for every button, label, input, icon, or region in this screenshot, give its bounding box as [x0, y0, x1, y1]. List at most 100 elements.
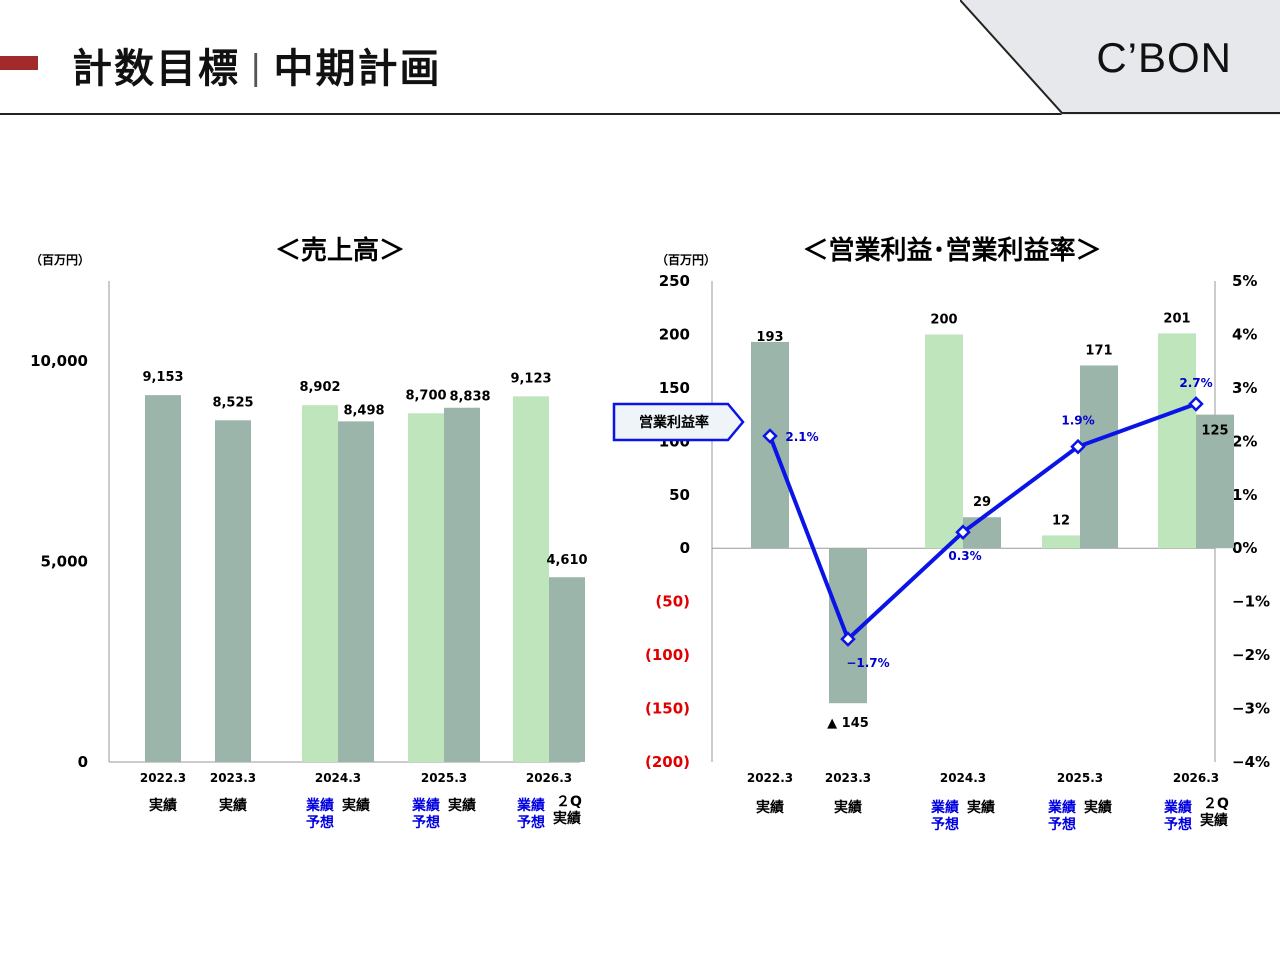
y2-tick-label: −1% — [1232, 593, 1270, 611]
y2-tick-label: 5% — [1232, 272, 1257, 290]
data-label: 8,700 — [405, 388, 446, 403]
x-category-label: 2023.3 — [825, 771, 871, 785]
x-sublabel-forecast: 予想 — [1164, 816, 1192, 833]
x-sublabel-2q: ２Q — [556, 794, 582, 810]
line-point-marker — [955, 524, 971, 540]
y2-tick-label: 2% — [1232, 432, 1257, 450]
x-category-label: 2024.3 — [315, 771, 361, 785]
x-sublabel-actual: 実績 — [834, 799, 862, 816]
x-sublabel-actual: 実績 — [219, 797, 247, 814]
data-label: 200 — [930, 312, 957, 327]
line-point-marker — [1188, 396, 1204, 412]
bar-forecast — [925, 334, 963, 549]
x-sublabel-forecast: 業績 — [411, 797, 440, 814]
bar-actual — [215, 420, 251, 762]
x-sublabel-actual: 実績 — [756, 799, 784, 816]
data-label: 201 — [1163, 311, 1190, 326]
y-tick-label: (150) — [645, 700, 690, 718]
x-sublabel-forecast: 予想 — [306, 814, 334, 831]
data-label: ▲ 145 — [827, 716, 869, 731]
chart-title: ＜売上高＞ — [275, 235, 405, 266]
y-tick-label: 150 — [659, 379, 690, 397]
y-tick-label: 250 — [659, 272, 690, 290]
bar-forecast — [408, 413, 444, 762]
logo-panel-shape — [960, 0, 1280, 115]
series-callout-box — [612, 402, 745, 442]
y2-tick-label: 4% — [1232, 325, 1257, 343]
x-sublabel-actual: 実績 — [1084, 799, 1112, 816]
x-sublabel-actual: 実績 — [342, 797, 370, 814]
data-label: 8,902 — [299, 380, 340, 395]
x-sublabel-actual: 実績 — [149, 797, 177, 814]
x-sublabel-forecast: 予想 — [931, 816, 959, 833]
unit-label: （百万円） — [656, 252, 716, 267]
x-sublabel-2q: ２Q — [1203, 796, 1229, 812]
data-label: 9,153 — [142, 370, 183, 385]
title-separator: | — [250, 48, 264, 88]
y-tick-label: 10,000 — [30, 352, 88, 370]
line-point-label: 2.1% — [785, 430, 818, 444]
data-label: 8,838 — [449, 390, 490, 405]
x-category-label: 2025.3 — [421, 771, 467, 785]
x-sublabel-forecast: 予想 — [1048, 816, 1076, 833]
bar-forecast — [513, 396, 549, 762]
x-sublabel-actual: 実績 — [448, 797, 476, 814]
y-tick-label: 0 — [680, 539, 690, 557]
chart-title: ＜営業利益･営業利益率＞ — [802, 235, 1101, 266]
bar-forecast — [1158, 333, 1196, 549]
x-category-label: 2023.3 — [210, 771, 256, 785]
x-category-label: 2024.3 — [940, 771, 986, 785]
bar-actual — [145, 395, 181, 762]
line-point-marker — [762, 428, 778, 444]
data-label: 29 — [973, 495, 991, 510]
unit-label: （百万円） — [30, 252, 90, 267]
sales-chart: ＜売上高＞ （百万円） 0 5,000 10,000 9,153 2022.3 実績 8,525… — [30, 235, 588, 831]
company-logo: C’BON — [1096, 34, 1232, 81]
bar-actual — [338, 421, 374, 762]
data-label: 12 — [1052, 513, 1070, 528]
line-point-label: 0.3% — [948, 549, 981, 563]
title-left: 計数目標 — [72, 46, 240, 92]
logo-panel-border — [960, 0, 1280, 114]
page-title: 計数目標 | 中期計画 — [72, 36, 441, 94]
y2-tick-label: −4% — [1232, 753, 1270, 771]
y2-tick-label: −3% — [1232, 700, 1270, 718]
x-sublabel-actual: 実績 — [1200, 812, 1228, 829]
y-tick-label: 0 — [78, 753, 88, 771]
x-category-label: 2025.3 — [1057, 771, 1103, 785]
x-category-label: 2022.3 — [140, 771, 186, 785]
bar-forecast — [302, 405, 338, 762]
data-label: 4,610 — [546, 553, 587, 568]
x-sublabel-forecast: 業績 — [1163, 799, 1192, 816]
bar-forecast — [1042, 535, 1080, 549]
line-point-label: −1.7% — [846, 656, 889, 670]
y2-tick-label: 3% — [1232, 379, 1257, 397]
data-label: 171 — [1085, 343, 1112, 358]
x-sublabel-forecast: 予想 — [412, 814, 440, 831]
x-sublabel-forecast: 業績 — [1047, 799, 1076, 816]
data-label: 8,525 — [212, 395, 253, 410]
x-category-label: 2022.3 — [747, 771, 793, 785]
y-tick-label: (200) — [645, 753, 690, 771]
data-label: 193 — [756, 330, 783, 345]
x-sublabel-forecast: 予想 — [517, 814, 545, 831]
y2-tick-label: −2% — [1232, 646, 1270, 664]
bar-actual — [1080, 365, 1118, 549]
header-underline — [0, 113, 1075, 115]
title-right: 中期計画 — [273, 46, 442, 92]
line-point-label: 2.7% — [1179, 376, 1212, 390]
x-sublabel-actual: 実績 — [967, 799, 995, 816]
line-point-marker — [1070, 438, 1086, 455]
y-tick-label: (100) — [645, 646, 690, 664]
bar-actual — [444, 407, 480, 762]
x-sublabel-forecast: 業績 — [305, 797, 334, 814]
bar-actual_2q — [1196, 414, 1234, 549]
x-sublabel-forecast: 業績 — [516, 797, 545, 814]
x-category-label: 2026.3 — [526, 771, 572, 785]
y-tick-label: 50 — [669, 486, 690, 504]
bar-actual — [751, 341, 789, 549]
y-tick-label: 200 — [659, 325, 690, 343]
data-label: 9,123 — [510, 371, 551, 386]
line-point-marker — [840, 631, 856, 647]
slide-header: 計数目標 | 中期計画 C’BON — [0, 0, 1280, 115]
